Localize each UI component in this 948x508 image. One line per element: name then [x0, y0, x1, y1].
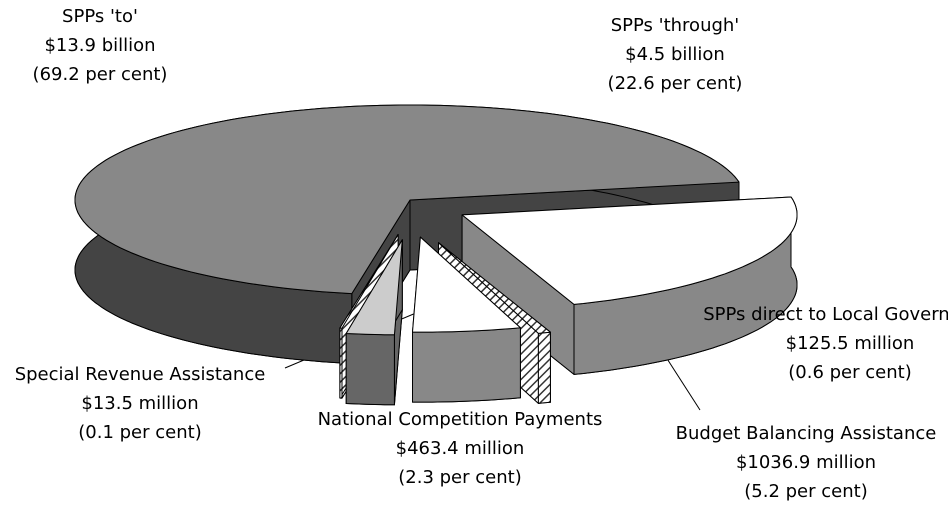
- slice-label: Special Revenue Assistance: [15, 364, 266, 385]
- slice-top: [461, 196, 798, 305]
- slice-label: Budget Balancing Assistance: [676, 423, 937, 444]
- slice-outer-wall: [537, 331, 551, 404]
- slice-outer-wall: [345, 333, 395, 406]
- slice-amount: $13.5 million: [81, 393, 198, 414]
- slice-percent: (69.2 per cent): [33, 64, 168, 85]
- slice-top: [339, 234, 399, 329]
- slice-percent: (0.1 per cent): [78, 422, 201, 443]
- slice-percent: (22.6 per cent): [608, 73, 743, 94]
- slice-top: [345, 239, 403, 336]
- slice-amount: $13.9 billion: [44, 35, 155, 56]
- slice-top: [412, 236, 521, 333]
- slice-percent: (2.3 per cent): [398, 467, 521, 488]
- slice-amount: $125.5 million: [786, 333, 915, 354]
- slice-outer-wall: [339, 327, 343, 399]
- slice-label: National Competition Payments: [318, 409, 603, 430]
- slice-amount: $463.4 million: [396, 438, 525, 459]
- slice-top: [74, 104, 740, 295]
- slice-label: SPPs 'through': [611, 15, 740, 36]
- slice-outer-wall: [412, 327, 521, 403]
- slice-label: SPPs 'to': [62, 6, 138, 27]
- slice-percent: (5.2 per cent): [744, 481, 867, 502]
- slice-amount: $4.5 billion: [625, 44, 725, 65]
- slice-amount: $1036.9 million: [736, 452, 876, 473]
- slice-label: SPPs direct to Local Government: [703, 304, 948, 325]
- pie-slice: [412, 236, 521, 403]
- slice-percent: (0.6 per cent): [788, 362, 911, 383]
- slice-top: [438, 242, 551, 334]
- pie-slice: [345, 239, 403, 406]
